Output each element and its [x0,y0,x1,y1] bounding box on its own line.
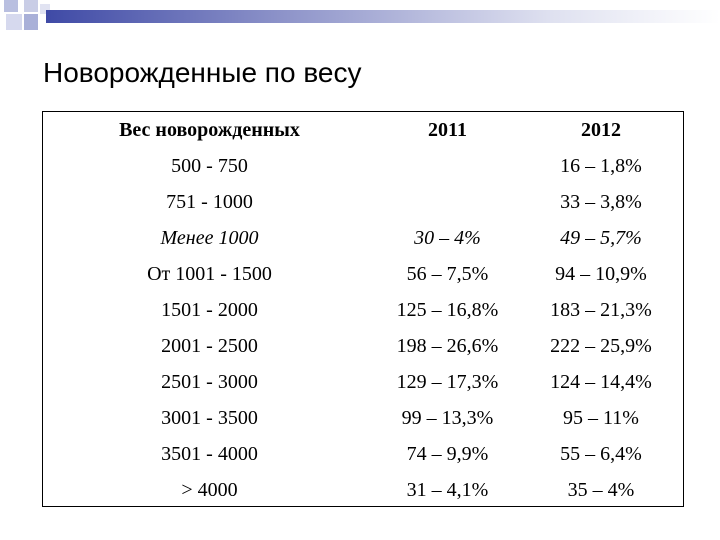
cell-weight: 3001 - 3500 [161,407,258,429]
cell-2011: 30 – 4% [414,227,481,249]
header-weight: Вес новорожденных [119,119,300,141]
cell-weight: 500 - 750 [171,155,248,177]
cell-2012: 183 – 21,3% [550,299,652,321]
table-row: > 4000 31 – 4,1% 35 – 4% [43,472,683,508]
cell-weight: 3501 - 4000 [161,443,258,465]
cell-weight: От 1001 - 1500 [147,263,272,285]
decorative-square [40,4,50,14]
header-gradient-rule [46,10,720,23]
table-row: 2501 - 3000 129 – 17,3% 124 – 14,4% [43,364,683,400]
cell-weight: 1501 - 2000 [161,299,258,321]
cell-2012: 16 – 1,8% [560,155,642,177]
cell-weight: 751 - 1000 [166,191,253,213]
decorative-square [24,14,38,30]
table-row: 3001 - 3500 99 – 13,3% 95 – 11% [43,400,683,436]
table-row: 3501 - 4000 74 – 9,9% 55 – 6,4% [43,436,683,472]
cell-2011: 125 – 16,8% [396,299,499,321]
header-2011: 2011 [428,119,467,141]
cell-2011 [376,184,519,220]
cell-2011: 99 – 13,3% [401,407,494,429]
table-header-row: Вес новорожденных 2011 2012 [43,112,683,148]
table-row: 500 - 750 16 – 1,8% [43,148,683,184]
table-row: 1501 - 2000 125 – 16,8% 183 – 21,3% [43,292,683,328]
cell-2012: 124 – 14,4% [550,371,652,393]
cell-2012: 49 – 5,7% [560,227,642,249]
cell-weight: Менее 1000 [160,227,259,249]
cell-weight: 2501 - 3000 [161,371,258,393]
decorative-square [4,0,18,12]
decorative-square [24,0,38,12]
cell-2012: 222 – 25,9% [550,335,652,357]
table-row-subtotal: Менее 1000 30 – 4% 49 – 5,7% [43,220,683,256]
table-row: От 1001 - 1500 56 – 7,5% 94 – 10,9% [43,256,683,292]
cell-2012: 95 – 11% [563,407,639,429]
cell-2012: 94 – 10,9% [555,263,647,285]
header-2012: 2012 [581,119,621,141]
table-row: 751 - 1000 33 – 3,8% [43,184,683,220]
cell-2011: 31 – 4,1% [406,479,489,501]
slide-title: Новорожденные по весу [43,57,362,88]
cell-2011: 56 – 7,5% [406,263,489,285]
decorative-square [6,14,22,30]
cell-2012: 35 – 4% [567,479,635,501]
cell-2011 [376,148,519,184]
cell-weight: > 4000 [181,479,238,501]
cell-2011: 74 – 9,9% [406,443,489,465]
cell-2011: 129 – 17,3% [396,371,499,393]
cell-2012: 55 – 6,4% [560,443,642,465]
cell-2012: 33 – 3,8% [560,191,642,213]
cell-2011: 198 – 26,6% [396,335,499,357]
table-row: 2001 - 2500 198 – 26,6% 222 – 25,9% [43,328,683,364]
cell-weight: 2001 - 2500 [161,335,258,357]
weight-table: Вес новорожденных 2011 2012 500 - 750 16… [42,111,684,507]
